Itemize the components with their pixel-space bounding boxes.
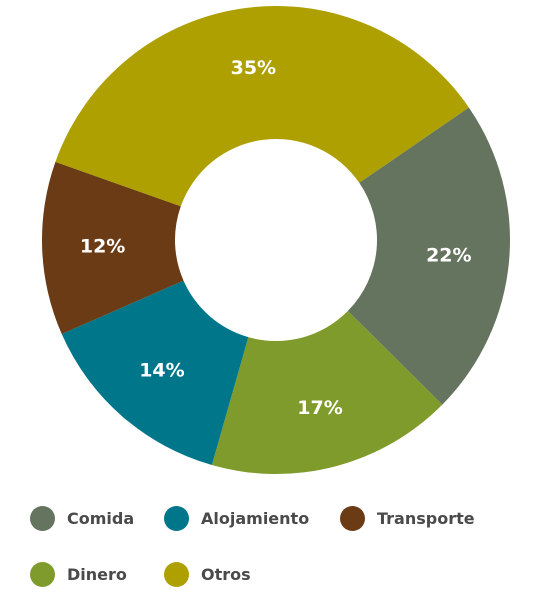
- slice-dinero: [211, 311, 443, 474]
- legend-item-transporte: Transporte: [340, 503, 475, 533]
- slice-label-dinero: 17%: [297, 397, 342, 419]
- legend-item-comida: Comida: [30, 503, 134, 533]
- slice-label-transporte: 12%: [80, 235, 125, 257]
- legend-item-alojamiento: Alojamiento: [164, 503, 309, 533]
- legend-label-transporte: Transporte: [377, 508, 475, 528]
- legend-item-otros: Otros: [164, 559, 251, 589]
- slice-transporte: [42, 161, 184, 335]
- legend-label-dinero: Dinero: [67, 564, 127, 584]
- slice-label-otros: 35%: [231, 57, 276, 79]
- slice-alojamiento: [61, 280, 249, 466]
- legend-label-alojamiento: Alojamiento: [201, 508, 310, 528]
- slice-comida: [347, 107, 511, 405]
- legend-label-otros: Otros: [201, 564, 251, 584]
- legend-label-comida: Comida: [67, 508, 135, 528]
- legend-swatch-dinero: [30, 561, 55, 587]
- legend-swatch-otros: [164, 561, 189, 587]
- slice-label-comida: 22%: [426, 244, 471, 266]
- legend-swatch-comida: [30, 505, 55, 531]
- legend-item-dinero: Dinero: [30, 559, 127, 589]
- slice-label-alojamiento: 14%: [139, 360, 184, 382]
- legend-swatch-alojamiento: [164, 505, 189, 531]
- slice-otros: [55, 6, 469, 207]
- legend-swatch-transporte: [340, 505, 365, 531]
- donut-chart: 22% 17% 14% 12% 35%: [42, 6, 511, 474]
